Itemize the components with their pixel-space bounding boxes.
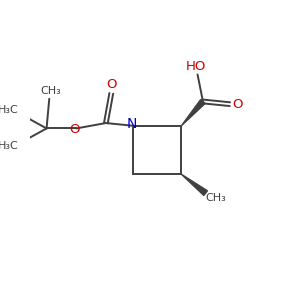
Polygon shape	[182, 174, 208, 196]
Polygon shape	[182, 100, 205, 126]
Text: CH₃: CH₃	[40, 86, 61, 96]
Text: H₃C: H₃C	[0, 105, 18, 116]
Text: O: O	[106, 78, 116, 91]
Text: HO: HO	[186, 61, 206, 74]
Text: N: N	[126, 117, 137, 131]
Text: CH₃: CH₃	[206, 193, 226, 203]
Text: H₃C: H₃C	[0, 142, 18, 152]
Text: O: O	[70, 123, 80, 136]
Text: O: O	[232, 98, 243, 111]
